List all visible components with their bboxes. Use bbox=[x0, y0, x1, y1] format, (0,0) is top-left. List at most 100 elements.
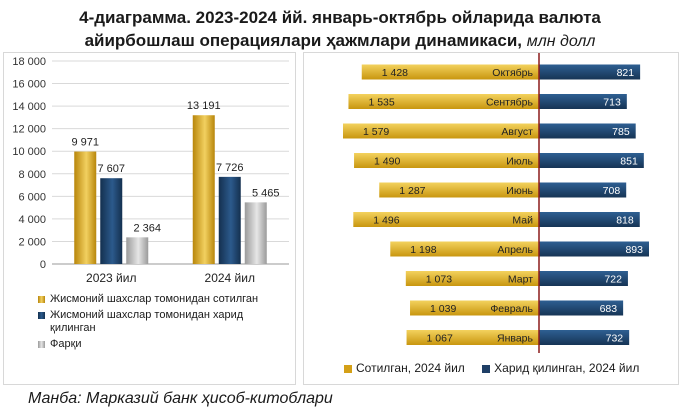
annual-comparison-chart: 0 2 000 4 000 6 000 8 000 10 000 12 000 14 000 1… bbox=[3, 52, 296, 385]
month-label: Июль bbox=[506, 156, 533, 168]
sold-bar bbox=[405, 271, 539, 286]
y-tick-label: 4 000 bbox=[18, 214, 46, 226]
legend-label-bought: Жисмоний шахслар томонидан харид қилинга… bbox=[50, 309, 244, 334]
sold-bar bbox=[348, 94, 539, 109]
bar-value-label: 13 191 bbox=[187, 100, 221, 112]
sold-value-label: 1 287 bbox=[399, 185, 425, 197]
month-label: Сентябрь bbox=[486, 97, 534, 109]
month-label: Октябрь bbox=[492, 67, 533, 79]
bought-value-label: 683 bbox=[600, 303, 618, 315]
bar bbox=[218, 176, 241, 264]
legend-label-difference: Фарқи bbox=[50, 338, 82, 350]
legend-swatch-sold bbox=[38, 296, 45, 303]
y-tick-label: 16 000 bbox=[12, 79, 46, 91]
bar-value-label: 7 726 bbox=[216, 162, 244, 174]
sold-bar bbox=[343, 123, 539, 139]
sold-bar bbox=[379, 182, 539, 198]
bar-value-label: 9 971 bbox=[71, 137, 99, 149]
sold-bar bbox=[354, 153, 539, 168]
legend-item-sold-2024: Сотилган, 2024 йил bbox=[344, 361, 465, 375]
sold-bar bbox=[353, 212, 539, 227]
month-label: Май bbox=[512, 215, 533, 227]
legend-label-sold: Жисмоний шахслар томонидан сотилган bbox=[50, 293, 259, 305]
month-label: Февраль bbox=[490, 303, 533, 315]
bought-bar bbox=[539, 153, 644, 168]
sold-value-label: 1 579 bbox=[363, 126, 389, 138]
legend-label-bought-2024: Харид қилинган, 2024 йил bbox=[494, 361, 640, 375]
bought-value-label: 713 bbox=[603, 97, 621, 109]
title-line-1: 4-диаграмма. 2023-2024 йй. январь-октябр… bbox=[79, 8, 601, 27]
sold-bar bbox=[361, 64, 539, 80]
sold-value-label: 1 067 bbox=[427, 333, 453, 345]
bought-bar bbox=[539, 64, 641, 80]
legend-item-bought: Жисмоний шахслар томонидан харид қилинга… bbox=[38, 309, 288, 335]
month-label: Июнь bbox=[506, 185, 533, 197]
y-tick-label: 8 000 bbox=[18, 169, 46, 181]
title-line-2: айирбошлаш операциялари ҳажмлари динамик… bbox=[0, 29, 680, 53]
sold-value-label: 1 490 bbox=[374, 156, 400, 168]
sold-value-label: 1 073 bbox=[426, 274, 452, 286]
legend-swatch-difference bbox=[38, 341, 45, 348]
y-tick-label: 18 000 bbox=[12, 56, 46, 68]
sold-value-label: 1 198 bbox=[410, 244, 436, 256]
bought-value-label: 785 bbox=[612, 126, 630, 138]
bought-value-label: 722 bbox=[604, 274, 622, 286]
bought-bar bbox=[539, 94, 627, 109]
title-unit: млн долл bbox=[526, 33, 596, 50]
x-category-label: 2023 йил bbox=[86, 271, 136, 285]
annual-chart-legend: Жисмоний шахслар томонидан сотилган Жисм… bbox=[38, 293, 288, 354]
sold-bar bbox=[406, 330, 539, 345]
bar-value-label: 5 465 bbox=[252, 187, 280, 199]
bought-bar bbox=[539, 212, 640, 227]
bar-value-label: 2 364 bbox=[133, 222, 161, 234]
sold-bar bbox=[410, 300, 539, 316]
bought-value-label: 851 bbox=[620, 156, 638, 168]
sold-bar bbox=[390, 241, 539, 257]
title-line-2-text: айирбошлаш операциялари ҳажмлари динамик… bbox=[84, 31, 523, 50]
bought-value-label: 732 bbox=[606, 333, 624, 345]
bought-value-label: 818 bbox=[616, 215, 634, 227]
monthly-comparison-chart: 1 428 Октябрь 821 1 535 Сентябрь 713 1 579 Авгу… bbox=[303, 52, 679, 385]
sold-value-label: 1 039 bbox=[430, 303, 456, 315]
monthly-comparison-plot: 1 428 Октябрь 821 1 535 Сентябрь 713 1 579 Авгу… bbox=[343, 53, 649, 353]
bought-bar bbox=[539, 330, 630, 345]
y-tick-label: 6 000 bbox=[18, 191, 46, 203]
bar bbox=[244, 202, 267, 264]
bar bbox=[192, 115, 215, 264]
bar bbox=[100, 178, 123, 264]
month-label: Август bbox=[501, 126, 533, 138]
bought-bar bbox=[539, 241, 649, 257]
bought-bar bbox=[539, 271, 628, 286]
y-tick-label: 14 000 bbox=[12, 101, 46, 113]
y-tick-label: 0 bbox=[40, 259, 46, 271]
bought-value-label: 821 bbox=[617, 67, 635, 79]
bar bbox=[74, 151, 97, 264]
bar-value-label: 7 607 bbox=[97, 163, 125, 175]
month-label: Январь bbox=[497, 333, 534, 345]
sold-value-label: 1 496 bbox=[373, 215, 399, 227]
month-label: Апрель bbox=[497, 244, 533, 256]
bought-value-label: 708 bbox=[603, 185, 621, 197]
chart-title: 4-диаграмма. 2023-2024 йй. январь-октябр… bbox=[0, 6, 680, 53]
legend-swatch-bought bbox=[38, 312, 45, 319]
monthly-chart-legend: Сотилган, 2024 йил Харид қилинган, 2024 … bbox=[344, 361, 653, 375]
legend-swatch-bought-2024 bbox=[482, 364, 491, 373]
bought-value-label: 893 bbox=[625, 244, 643, 256]
y-tick-label: 2 000 bbox=[18, 236, 46, 248]
legend-item-sold: Жисмоний шахслар томонидан сотилган bbox=[38, 293, 288, 306]
annual-comparison-plot: 0 2 000 4 000 6 000 8 000 10 000 12 000 14 000 1… bbox=[12, 56, 289, 285]
y-tick-label: 10 000 bbox=[12, 146, 46, 158]
bought-bar bbox=[539, 300, 624, 316]
legend-item-difference: Фарқи bbox=[38, 338, 288, 351]
sold-value-label: 1 428 bbox=[382, 67, 408, 79]
bought-bar bbox=[539, 123, 636, 139]
month-label: Март bbox=[508, 274, 533, 286]
legend-label-sold-2024: Сотилган, 2024 йил bbox=[356, 361, 465, 375]
source-note: Манба: Марказий банк ҳисоб-китоблари bbox=[28, 390, 333, 407]
legend-item-bought-2024: Харид қилинган, 2024 йил bbox=[482, 361, 639, 375]
y-tick-label: 12 000 bbox=[12, 124, 46, 136]
bought-bar bbox=[539, 182, 627, 198]
legend-swatch-sold-2024 bbox=[344, 364, 352, 373]
sold-value-label: 1 535 bbox=[368, 97, 394, 109]
x-category-label: 2024 йил bbox=[205, 271, 255, 285]
